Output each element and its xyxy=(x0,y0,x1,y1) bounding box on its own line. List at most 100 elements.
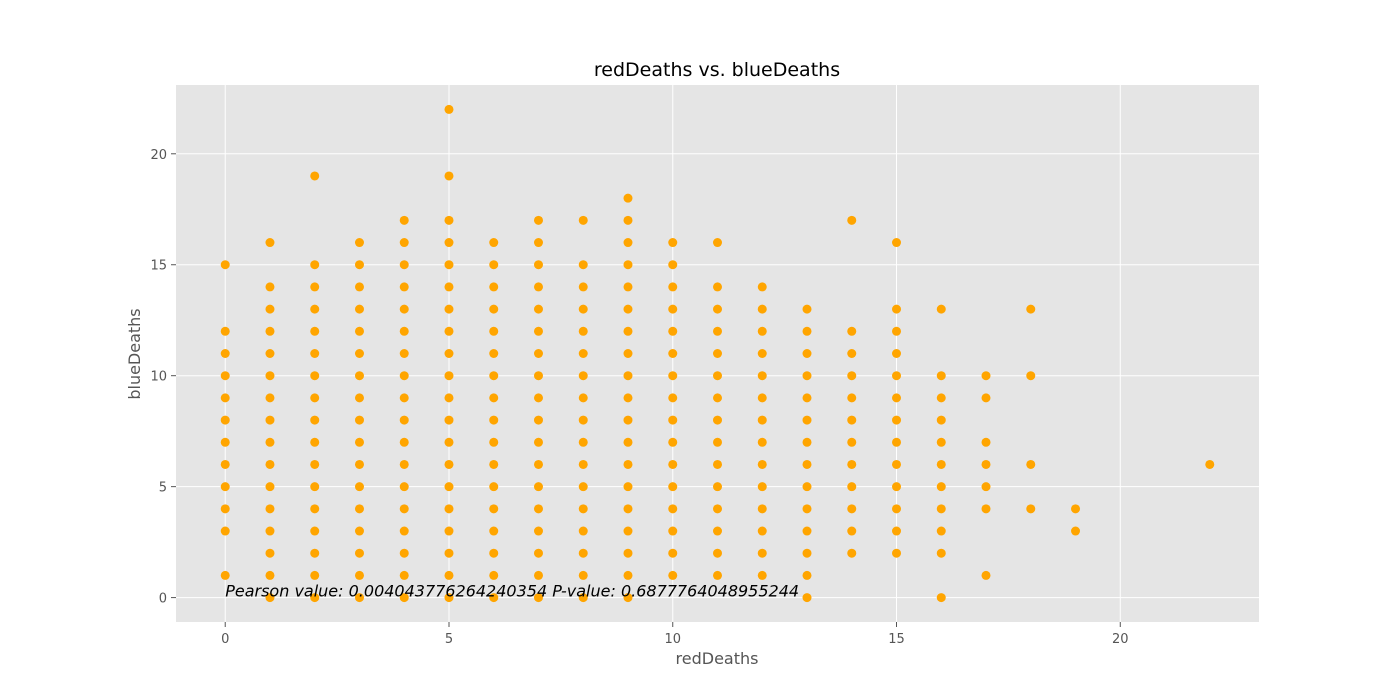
data-point xyxy=(757,437,767,447)
data-point xyxy=(399,593,409,603)
data-point xyxy=(623,415,633,425)
data-point xyxy=(936,459,946,469)
data-point xyxy=(892,304,902,314)
data-point xyxy=(354,570,364,580)
data-point xyxy=(489,349,499,358)
data-point xyxy=(489,459,499,469)
data-point xyxy=(802,593,812,603)
data-point xyxy=(310,548,320,558)
data-point xyxy=(533,260,543,270)
data-point xyxy=(578,482,588,492)
data-point xyxy=(847,548,857,558)
data-point xyxy=(399,459,409,469)
data-point xyxy=(354,548,364,558)
data-point xyxy=(265,548,275,558)
y-tick-label: 0 xyxy=(159,592,167,607)
data-point xyxy=(936,482,946,492)
data-point xyxy=(533,548,543,558)
x-tick-label: 20 xyxy=(1112,632,1129,647)
data-point xyxy=(354,526,364,536)
data-point xyxy=(220,349,230,358)
data-point xyxy=(265,326,275,336)
data-point xyxy=(444,238,454,248)
data-point xyxy=(892,459,902,469)
data-point xyxy=(265,526,275,536)
data-point xyxy=(310,326,320,336)
data-point xyxy=(623,570,633,580)
data-point xyxy=(489,238,499,248)
data-point xyxy=(892,548,902,558)
data-point xyxy=(623,526,633,536)
data-point xyxy=(936,304,946,314)
data-point xyxy=(668,282,678,292)
data-point xyxy=(310,526,320,536)
data-point xyxy=(489,371,499,381)
data-point xyxy=(668,304,678,314)
data-point xyxy=(489,570,499,580)
data-point xyxy=(892,415,902,425)
data-point xyxy=(310,504,320,514)
data-point xyxy=(578,548,588,558)
data-point xyxy=(668,526,678,536)
y-axis-ticks: 0 5 10 15 20 xyxy=(150,148,176,607)
data-point xyxy=(444,437,454,447)
data-point xyxy=(533,215,543,225)
data-point xyxy=(802,304,812,314)
data-point xyxy=(310,482,320,492)
data-point xyxy=(444,415,454,425)
data-point xyxy=(623,193,633,203)
data-point xyxy=(623,548,633,558)
data-point xyxy=(757,326,767,336)
data-point xyxy=(354,393,364,403)
data-point xyxy=(310,459,320,469)
data-point xyxy=(892,326,902,336)
data-point xyxy=(310,393,320,403)
data-point xyxy=(444,260,454,270)
data-point xyxy=(399,282,409,292)
data-point xyxy=(892,526,902,536)
data-point xyxy=(220,260,230,270)
data-point xyxy=(310,593,320,603)
data-point xyxy=(533,526,543,536)
data-point xyxy=(757,526,767,536)
data-point xyxy=(668,548,678,558)
data-point xyxy=(489,437,499,447)
data-point xyxy=(578,459,588,469)
data-point xyxy=(713,282,722,292)
data-point xyxy=(757,282,767,292)
data-point xyxy=(444,526,454,536)
data-point xyxy=(399,215,409,225)
data-point xyxy=(265,504,275,514)
data-point xyxy=(981,393,991,403)
data-point xyxy=(713,459,722,469)
data-point xyxy=(668,349,678,358)
data-point xyxy=(399,238,409,248)
data-point xyxy=(533,393,543,403)
data-point xyxy=(444,171,454,181)
data-point xyxy=(444,504,454,514)
data-point xyxy=(623,215,633,225)
data-point xyxy=(310,437,320,447)
data-point xyxy=(802,526,812,536)
data-point xyxy=(220,326,230,336)
data-point xyxy=(847,526,857,536)
data-point xyxy=(265,482,275,492)
data-point xyxy=(489,393,499,403)
data-point xyxy=(220,415,230,425)
x-tick-label: 15 xyxy=(888,632,905,647)
data-point xyxy=(802,482,812,492)
data-point xyxy=(354,437,364,447)
data-point xyxy=(802,459,812,469)
data-point xyxy=(1026,304,1036,314)
data-point xyxy=(668,260,678,270)
data-point xyxy=(757,570,767,580)
data-point xyxy=(623,459,633,469)
data-point xyxy=(668,482,678,492)
data-point xyxy=(713,482,722,492)
data-point xyxy=(444,349,454,358)
data-point xyxy=(533,304,543,314)
data-point xyxy=(578,393,588,403)
data-point xyxy=(444,482,454,492)
data-point xyxy=(892,482,902,492)
